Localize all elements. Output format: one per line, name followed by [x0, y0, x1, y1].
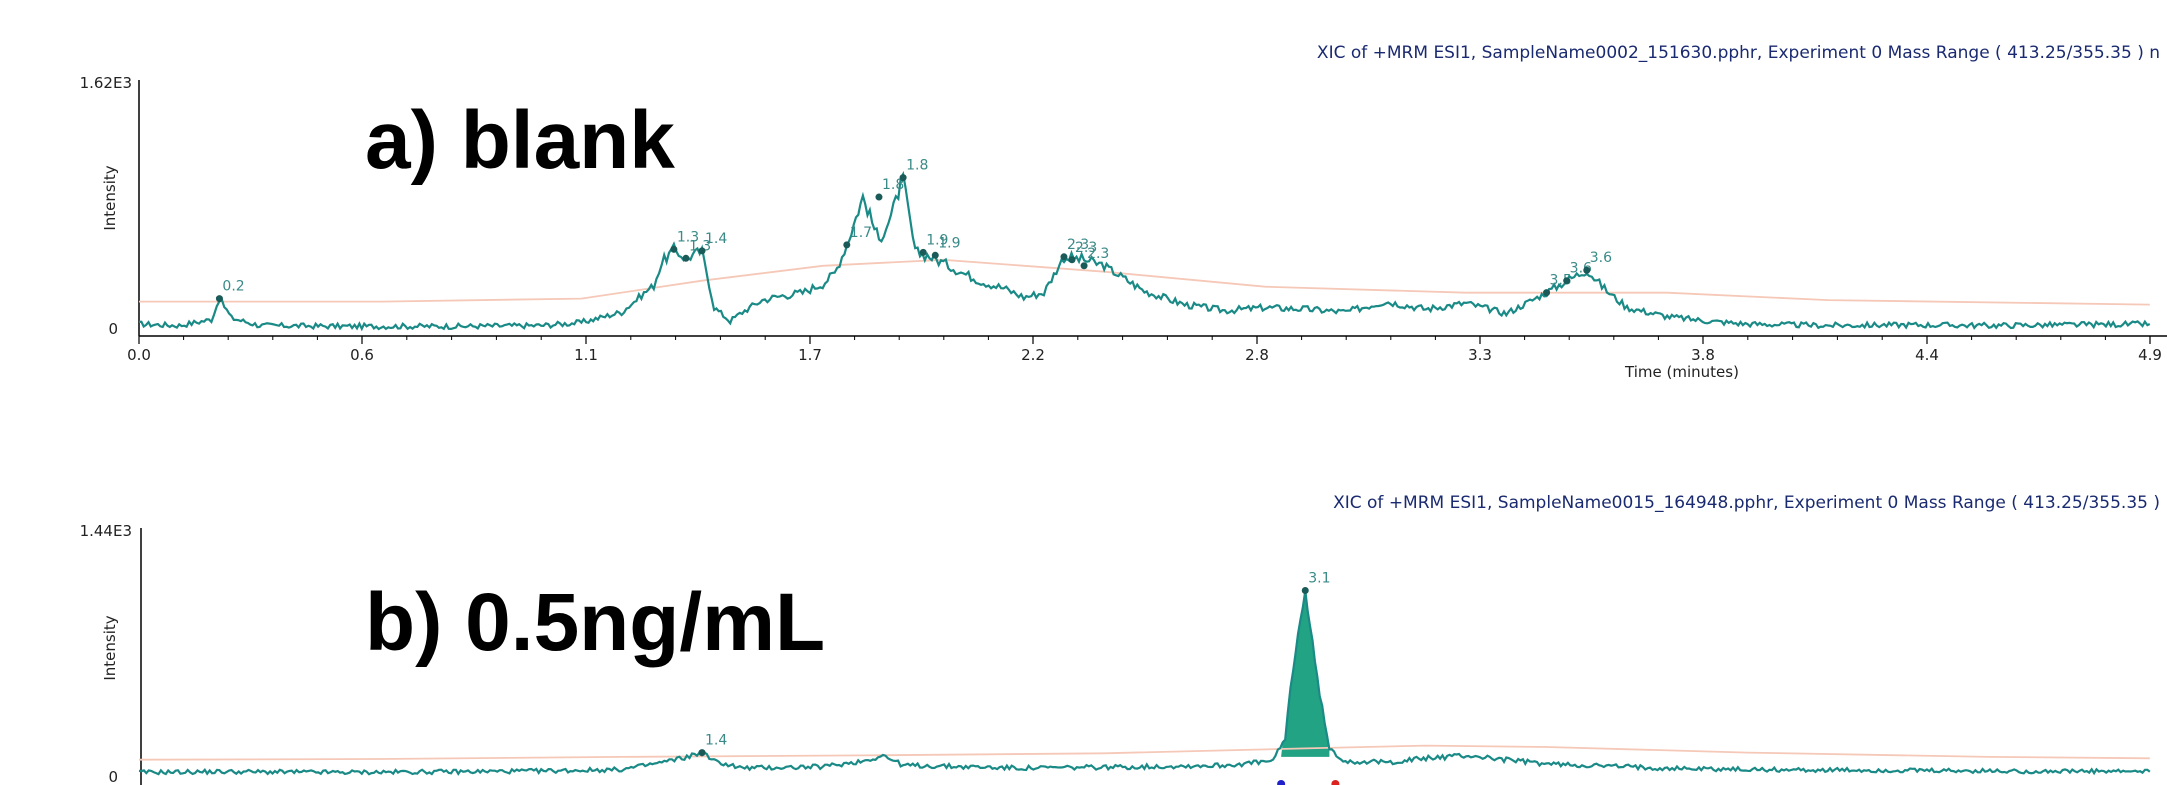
panel-a-peak-labels: 0.21.31.31.4 1.71.81.81.91.9 2.32.32.33.53… [215, 158, 1612, 303]
x-tick-label: 1.7 [798, 346, 822, 364]
peak-label: 1.9 [938, 235, 960, 251]
panel-b-y-max-label: 1.44E3 [80, 522, 132, 540]
panel-a-x-ticks: 0.0 0.6 1.1 1.7 2.2 2.8 3.3 3.8 4.4 4.9 [127, 336, 2162, 364]
panel-b-peak-end-marker [1331, 780, 1340, 785]
peak-label: 1.3 [677, 229, 699, 245]
peak-label: 0.2 [222, 279, 244, 295]
peak-label: 1.8 [882, 177, 904, 193]
x-tick-label: 3.8 [1691, 346, 1715, 364]
panel-b-header: XIC of +MRM ESI1, SampleName0015_164948.… [1333, 493, 2160, 513]
peak-marker [1583, 266, 1591, 274]
peak-marker [1080, 262, 1088, 270]
peak-marker [931, 251, 939, 259]
peak-marker [1301, 587, 1309, 595]
panel-b-integrated-peak [1281, 590, 1330, 757]
peak-marker [215, 295, 223, 303]
peak-label: 3.5 [1550, 273, 1572, 289]
panel-a-x-axis-label: Time (minutes) [1624, 363, 1739, 381]
peak-marker [682, 254, 690, 262]
peak-label: 1.7 [850, 225, 872, 241]
peak-label: 1.3 [689, 238, 711, 254]
panel-a-title: a) blank [365, 95, 675, 186]
panel-b: XIC of +MRM ESI1, SampleName0015_164948.… [80, 493, 2160, 785]
panel-b-peak-labels: 1.4 3.1 [698, 571, 1331, 757]
peak-marker [698, 749, 706, 757]
x-tick-label: 0.6 [350, 346, 374, 364]
x-tick-label: 0.0 [127, 346, 151, 364]
peak-label: 1.8 [906, 158, 928, 174]
peak-marker [670, 245, 678, 253]
peak-label: 1.4 [705, 231, 727, 247]
panel-a-baseline [139, 258, 2150, 306]
x-tick-label: 4.4 [1915, 346, 1939, 364]
panel-b-baseline [138, 744, 2150, 761]
peak-marker [875, 193, 883, 201]
x-tick-label: 3.3 [1468, 346, 1492, 364]
peak-marker [698, 247, 706, 255]
peak-marker [1543, 289, 1551, 297]
panel-a-y-min-label: 0 [108, 320, 118, 338]
panel-b-title: b) 0.5ng/mL [365, 577, 825, 668]
panel-a-y-axis-label: Intensity [101, 165, 119, 230]
panel-a-y-max-label: 1.62E3 [80, 74, 132, 92]
peak-marker [919, 248, 927, 256]
peak-label: 1.9 [926, 232, 948, 248]
x-tick-label: 2.2 [1021, 346, 1045, 364]
peak-label: 3.6 [1590, 250, 1612, 266]
peak-marker [1563, 277, 1571, 285]
peak-marker [899, 174, 907, 182]
panel-b-trace [138, 590, 2151, 776]
peak-label: 1.4 [705, 733, 727, 749]
peak-marker [843, 241, 851, 249]
panel-b-y-min-label: 0 [108, 768, 118, 785]
panel-a-header: XIC of +MRM ESI1, SampleName0002_151630.… [1317, 43, 2160, 63]
panel-b-peak-start-marker [1277, 780, 1286, 785]
peak-label: 2.3 [1067, 237, 1089, 253]
peak-label: 2.3 [1075, 240, 1097, 256]
x-tick-label: 1.1 [574, 346, 598, 364]
x-tick-label: 4.9 [2138, 346, 2162, 364]
peak-marker [1068, 256, 1076, 264]
peak-marker [1060, 253, 1068, 261]
x-tick-label: 2.8 [1245, 346, 1269, 364]
panel-a: XIC of +MRM ESI1, SampleName0002_151630.… [80, 43, 2167, 381]
panel-b-y-axis-label: Intensity [101, 615, 119, 680]
peak-label: 3.1 [1308, 571, 1330, 587]
panel-a-trace [138, 170, 2151, 332]
peak-label: 2.3 [1087, 246, 1109, 262]
